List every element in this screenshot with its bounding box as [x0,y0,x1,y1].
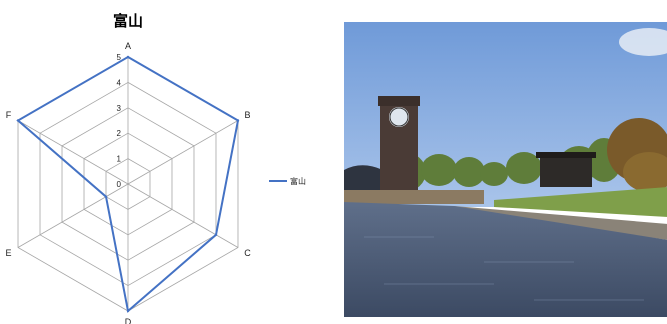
radar-series [16,55,240,313]
data-point-E [104,195,108,198]
tick-label-1: 1 [117,155,122,164]
chart-legend: 富山 [269,176,306,186]
data-point-D [126,309,130,313]
park-photo-image [344,22,667,317]
axis-label-E: E [5,248,11,258]
tick-label-4: 4 [117,78,122,87]
radar-chart: 富山 0 1 2 3 4 5 A B C D E F 富山 [5,12,306,324]
data-point-A [126,55,130,59]
axis-label-B: B [245,110,251,120]
radar-axis-labels: A B C D E F [5,41,251,324]
data-point-C [214,233,218,236]
tick-label-2: 2 [117,129,122,138]
radar-tick-labels: 0 1 2 3 4 5 [117,53,122,189]
axis-label-F: F [6,110,12,120]
grid-spoke-E [17,183,129,248]
park-photo [344,22,667,317]
axis-label-C: C [244,248,251,258]
tick-label-0: 0 [117,180,122,189]
chart-title: 富山 [113,12,143,30]
tick-label-3: 3 [117,104,122,113]
axis-label-A: A [125,41,131,51]
radar-grid [17,56,239,312]
tick-label-5: 5 [117,53,122,62]
data-point-B [236,119,240,122]
axis-label-D: D [125,317,132,324]
grid-spoke-B [127,120,239,185]
data-point-F [16,119,20,122]
grid-spoke-C [127,183,239,248]
grid-spoke-F [17,120,129,185]
legend-label-toyama: 富山 [290,176,306,186]
